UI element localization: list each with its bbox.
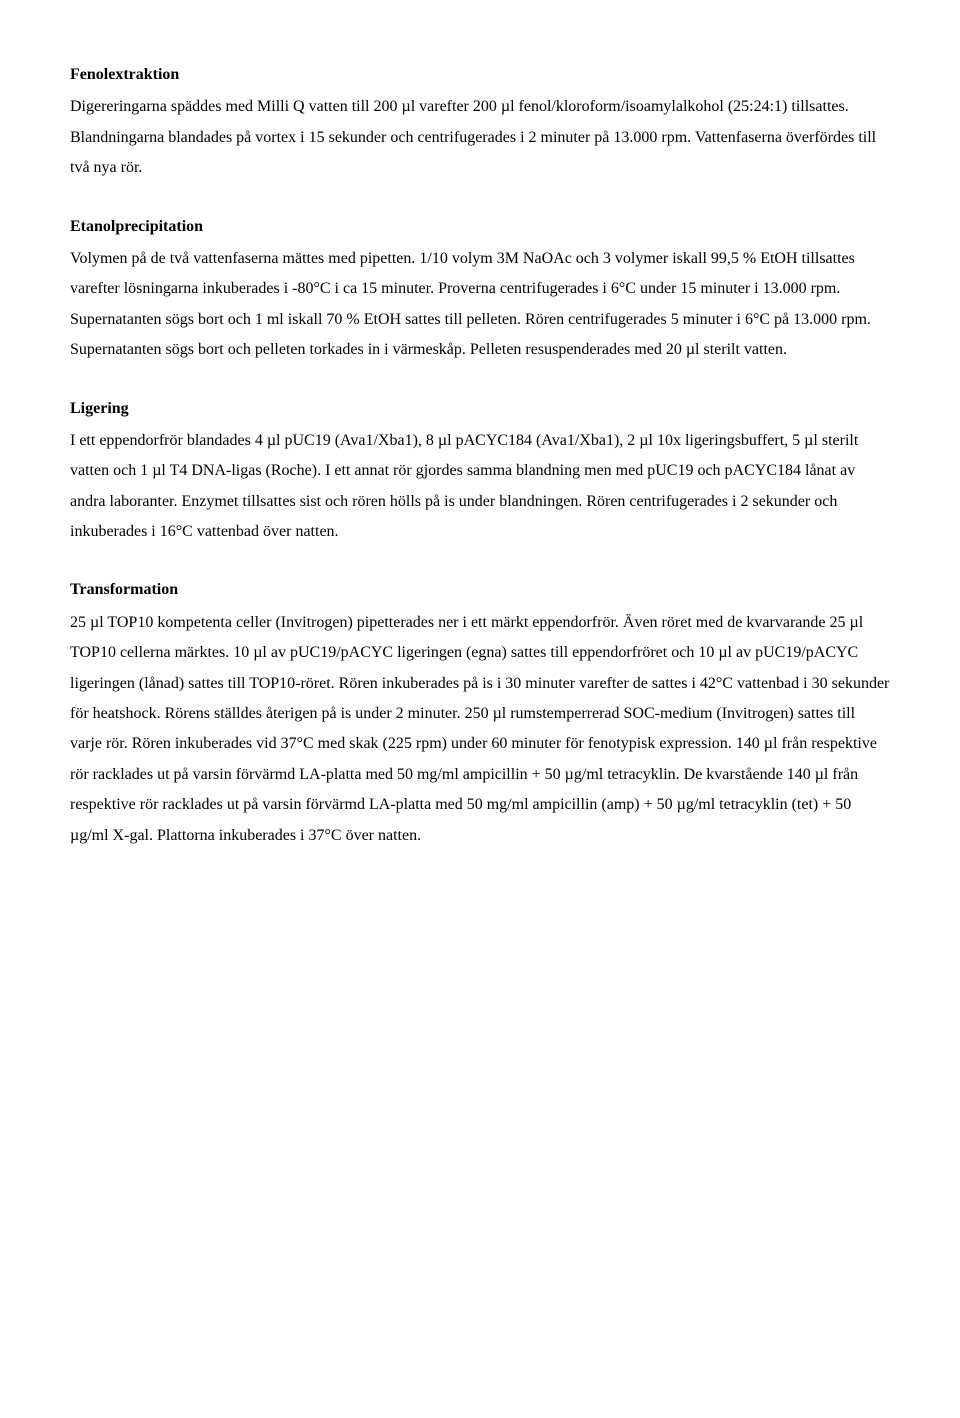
heading-transformation: Transformation bbox=[70, 575, 890, 605]
paragraph-fenolextraktion: Digereringarna späddes med Milli Q vatte… bbox=[70, 92, 890, 183]
paragraph-ligering: I ett eppendorfrör blandades 4 µl pUC19 … bbox=[70, 426, 890, 548]
paragraph-transformation: 25 µl TOP10 kompetenta celler (Invitroge… bbox=[70, 608, 890, 851]
heading-ligering: Ligering bbox=[70, 394, 890, 424]
heading-etanolprecipitation: Etanolprecipitation bbox=[70, 212, 890, 242]
heading-fenolextraktion: Fenolextraktion bbox=[70, 60, 890, 90]
paragraph-etanolprecipitation: Volymen på de två vattenfaserna mättes m… bbox=[70, 244, 890, 366]
document-body: Fenolextraktion Digereringarna späddes m… bbox=[70, 60, 890, 851]
